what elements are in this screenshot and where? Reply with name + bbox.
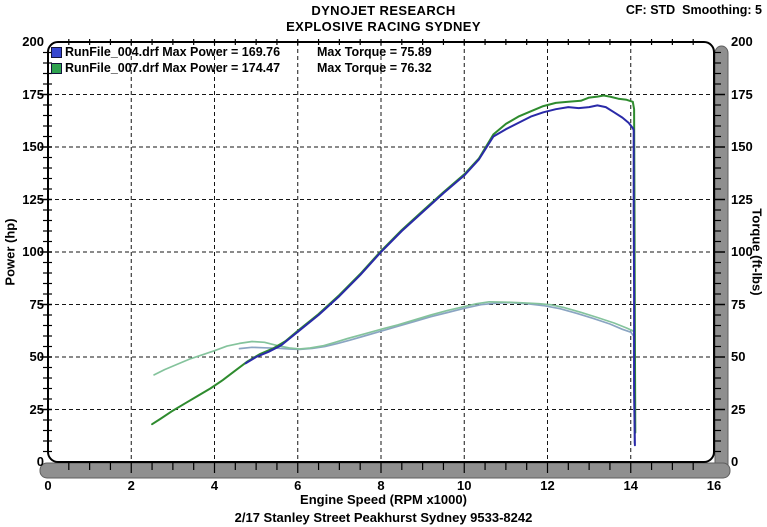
- power-axis-tick-label: 25: [29, 401, 44, 417]
- rpm-axis-tick-label: 12: [540, 478, 555, 493]
- torque-axis-tick-label: 50: [731, 349, 746, 364]
- power-curve-runfile-004: [244, 104, 636, 447]
- rpm-axis-title: Engine Speed (RPM x1000): [300, 492, 467, 507]
- power-axis-tick-label: 0: [36, 454, 44, 469]
- graph-title: DYNOJET RESEARCH: [311, 3, 456, 18]
- plot-frame: [47, 41, 715, 463]
- rpm-axis-tick-label: 14: [623, 478, 638, 493]
- legend-row-runfile-007: RunFile_007.drf Max Power = 174.47 Max T…: [51, 60, 432, 76]
- legend-row-runfile-004: RunFile_004.drf Max Power = 169.76 Max T…: [51, 44, 432, 60]
- rpm-axis-tick-label: 0: [44, 478, 52, 493]
- legend-swatch-runfile-007: [51, 62, 62, 74]
- torque-axis-tick-label: 125: [731, 191, 753, 207]
- footer-address: 2/17 Stanley Street Peakhurst Sydney 953…: [234, 510, 533, 525]
- torque-axis-tick-label: 150: [731, 139, 753, 154]
- power-axis-tick-label: 100: [22, 244, 44, 259]
- correction-smoothing-label: CF: STD Smoothing: 5: [625, 3, 762, 17]
- legend-power-label: RunFile_007.drf Max Power = 174.47: [65, 61, 281, 75]
- torque-axis-tick-label: 175: [731, 86, 753, 102]
- torque-axis-tick-label: 100: [731, 244, 753, 259]
- torque-curve-runfile-007: [153, 300, 636, 428]
- rpm-axis-tick-label: 10: [457, 478, 472, 493]
- power-axis-tick-label: 125: [22, 191, 44, 207]
- power-axis-tick-label: 200: [22, 34, 44, 49]
- rpm-axis-tick-label: 16: [706, 478, 722, 493]
- power-axis-tick-label: 175: [22, 86, 44, 102]
- power-axis-tick-label: 150: [22, 139, 44, 154]
- legend: RunFile_004.drf Max Power = 169.76 Max T…: [51, 44, 432, 76]
- torque-axis-tick-label: 75: [731, 296, 746, 312]
- power-axis-tick-label: 75: [29, 296, 44, 312]
- torque-axis-tick-label: 25: [731, 401, 746, 417]
- rpm-axis-tick-label: 6: [294, 478, 302, 493]
- graph-subtitle: EXPLOSIVE RACING SYDNEY: [286, 19, 481, 34]
- axis-shadow-bottom: [39, 462, 731, 479]
- legend-torque-label: Max Torque = 76.32: [317, 61, 432, 75]
- legend-swatch-runfile-004: [51, 46, 62, 58]
- legend-power-label: RunFile_004.drf Max Power = 169.76: [65, 45, 281, 59]
- legend-torque-label: Max Torque = 75.89: [317, 45, 432, 59]
- torque-axis-tick-label: 200: [731, 34, 753, 49]
- rpm-axis-tick-label: 8: [377, 478, 385, 493]
- power-axis-tick-label: 50: [29, 349, 44, 364]
- torque-axis-tick-label: 0: [731, 454, 739, 469]
- rpm-axis-tick-label: 2: [127, 478, 135, 493]
- rpm-axis-tick-label: 4: [210, 478, 219, 493]
